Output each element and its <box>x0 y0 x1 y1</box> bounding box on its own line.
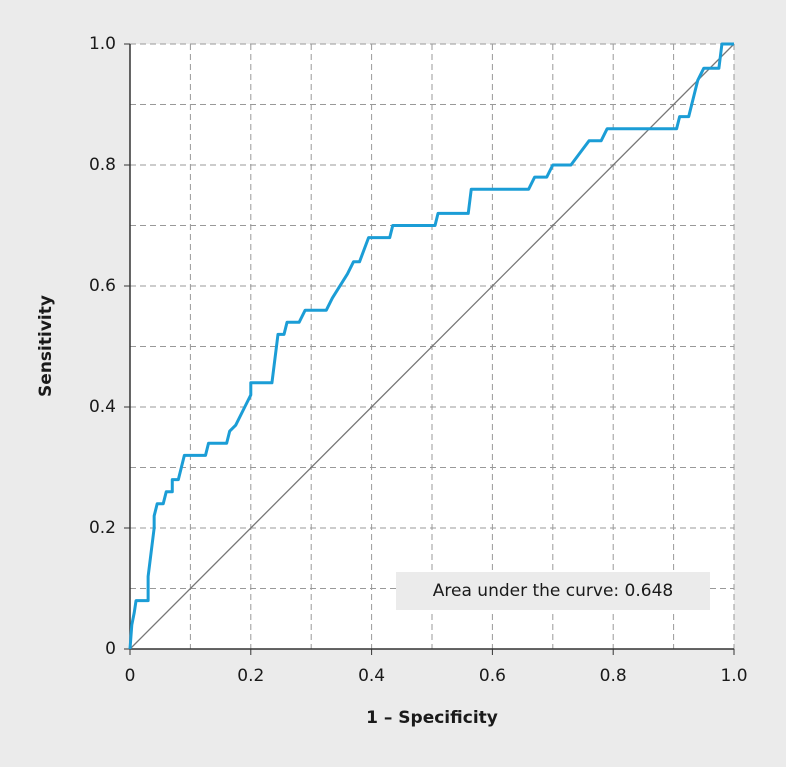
x-tick-label: 0.2 <box>237 666 264 686</box>
annotation-box <box>396 572 710 610</box>
x-tick-label: 0 <box>125 666 136 686</box>
roc-curve <box>128 42 734 650</box>
annotation: Area under the curve: 0.648 <box>433 581 673 601</box>
y-tick-label: 0.6 <box>89 276 116 296</box>
y-tick-label: 0 <box>105 639 116 659</box>
y-tick-label: 1.0 <box>89 34 116 54</box>
x-tick-label: 0.4 <box>358 666 385 686</box>
reference-line <box>129 43 735 650</box>
x-tick-label: 0.8 <box>600 666 627 686</box>
y-tick-label: 0.4 <box>89 397 116 417</box>
x-tick-label: 0.6 <box>479 666 506 686</box>
x-axis-title: 1 – Specificity <box>366 708 498 728</box>
y-tick-label: 0.8 <box>89 155 116 175</box>
y-tick-label: 0.2 <box>89 518 116 538</box>
y-axis-title: Sensitivity <box>36 295 56 397</box>
x-tick-label: 1.0 <box>720 666 747 686</box>
